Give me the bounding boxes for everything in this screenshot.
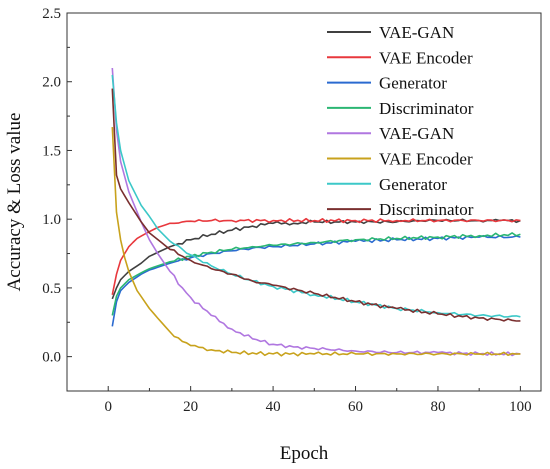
y-axis-title: Accuracy & Loss value xyxy=(4,113,25,292)
legend-label: VAE Encoder xyxy=(379,48,473,67)
series-layer xyxy=(111,67,521,357)
series-line xyxy=(111,218,521,300)
series-line xyxy=(111,217,521,295)
legend-label: VAE-GAN xyxy=(379,124,454,143)
x-tick-label: 100 xyxy=(509,399,532,415)
x-axis-title: Epoch xyxy=(280,443,329,464)
series-line xyxy=(111,232,521,316)
x-tick-label: 80 xyxy=(430,399,445,415)
series-line xyxy=(111,88,521,322)
x-tick-label: 0 xyxy=(104,399,112,415)
y-tick-label: 1.0 xyxy=(42,212,61,228)
legend-label: Generator xyxy=(379,74,447,93)
legend-label: VAE Encoder xyxy=(379,150,473,169)
x-axis: 0 20 40 60 80 100 xyxy=(66,386,532,415)
plot-frame xyxy=(66,12,542,392)
legend: VAE-GAN VAE Encoder Generator Discriminator… xyxy=(327,23,474,219)
legend-label: Discriminator xyxy=(379,99,474,118)
y-tick-label: 2.5 xyxy=(42,6,61,22)
y-axis: 0.0 0.5 1.0 1.5 2.0 2.5 xyxy=(42,6,72,392)
legend-label: Discriminator xyxy=(379,200,474,219)
x-tick-label: 20 xyxy=(183,399,198,415)
x-tick-label: 60 xyxy=(348,399,363,415)
x-tick-label: 40 xyxy=(266,399,281,415)
series-line xyxy=(111,74,521,318)
legend-label: VAE-GAN xyxy=(379,23,454,42)
y-tick-label: 1.5 xyxy=(42,143,61,159)
legend-label: Generator xyxy=(379,175,447,194)
series-line xyxy=(111,127,521,357)
y-tick-label: 0.5 xyxy=(42,281,61,297)
y-tick-label: 2.0 xyxy=(42,75,61,91)
y-tick-label: 0.0 xyxy=(42,350,61,366)
